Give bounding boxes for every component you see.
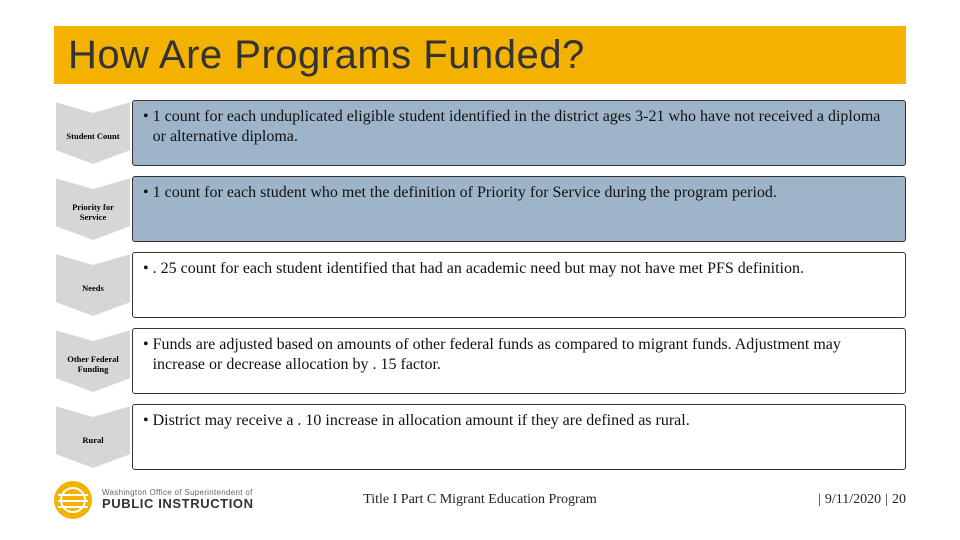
bullet-icon: • <box>143 107 149 127</box>
row-description: •District may receive a . 10 increase in… <box>132 404 906 470</box>
row-description: •1 count for each unduplicated eligible … <box>132 100 906 166</box>
bullet-icon: • <box>143 335 149 355</box>
row-description: •Funds are adjusted based on amounts of … <box>132 328 906 394</box>
chevron-label: Other Federal Funding <box>54 347 132 375</box>
chevron-icon: Needs <box>54 252 132 318</box>
chevron-icon: Student Count <box>54 100 132 166</box>
footer-center: Title I Part C Migrant Education Program <box>54 492 906 508</box>
row-description-text: . 25 count for each student identified t… <box>153 259 804 279</box>
row-description-text: District may receive a . 10 increase in … <box>153 411 690 431</box>
footer: Washington Office of Superintendent of P… <box>54 478 906 522</box>
row-description-text: 1 count for each unduplicated eligible s… <box>153 107 893 147</box>
rows-container: Student Count•1 count for each unduplica… <box>54 100 906 480</box>
funding-row: Other Federal Funding•Funds are adjusted… <box>54 328 906 394</box>
bullet-icon: • <box>143 183 149 203</box>
chevron-label: Needs <box>78 276 108 294</box>
title-band: How Are Programs Funded? <box>54 26 906 84</box>
chevron-label: Student Count <box>62 124 123 142</box>
chevron-label: Rural <box>78 428 107 446</box>
row-description: •. 25 count for each student identified … <box>132 252 906 318</box>
row-description: •1 count for each student who met the de… <box>132 176 906 242</box>
chevron-label: Priority for Service <box>54 195 132 223</box>
chevron-icon: Other Federal Funding <box>54 328 132 394</box>
bullet-icon: • <box>143 259 149 279</box>
funding-row: Rural •District may receive a . 10 increa… <box>54 404 906 470</box>
row-description-text: Funds are adjusted based on amounts of o… <box>153 335 893 375</box>
page-title: How Are Programs Funded? <box>54 26 906 84</box>
funding-row: Student Count •1 count for each unduplica… <box>54 100 906 166</box>
slide: How Are Programs Funded? Student Count•1… <box>0 0 960 540</box>
bullet-icon: • <box>143 411 149 431</box>
chevron-icon: Rural <box>54 404 132 470</box>
row-description-text: 1 count for each student who met the def… <box>153 183 777 203</box>
funding-row: Needs •. 25 count for each student identi… <box>54 252 906 318</box>
chevron-icon: Priority for Service <box>54 176 132 242</box>
funding-row: Priority for Service•1 count for each st… <box>54 176 906 242</box>
